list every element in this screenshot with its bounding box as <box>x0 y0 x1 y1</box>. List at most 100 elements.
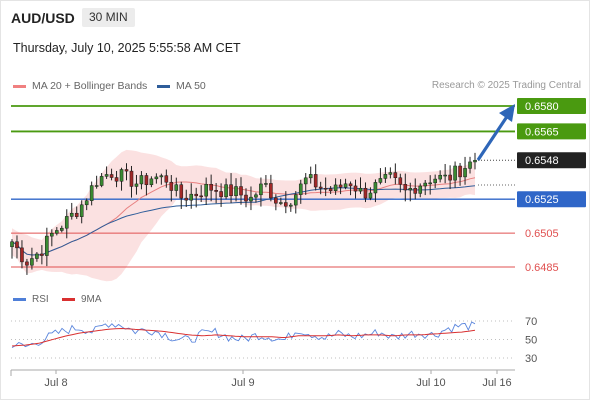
time-label: Jul 9 <box>231 377 254 389</box>
candle-down <box>393 172 398 179</box>
candle-down <box>284 202 288 207</box>
candle-down <box>25 261 29 266</box>
timeframe-badge[interactable]: 30 MIN <box>82 8 135 27</box>
candle-up <box>234 186 238 197</box>
candle-down <box>338 184 343 188</box>
candle-up <box>119 169 124 182</box>
candle-down <box>124 169 129 172</box>
candle-down <box>239 186 243 196</box>
candle-up <box>50 233 54 237</box>
candle-up <box>249 196 253 202</box>
candle-down <box>144 175 149 186</box>
rsi-9ma-line <box>11 327 476 347</box>
candle-up <box>189 193 194 201</box>
candle-down <box>74 212 79 217</box>
price-label-bg <box>517 98 586 114</box>
candle-up <box>10 241 14 248</box>
symbol-title: AUD/USD <box>11 10 75 26</box>
candle-up <box>303 177 308 185</box>
candle-up <box>134 183 139 187</box>
candle-down <box>169 181 174 191</box>
price-label-0.6565: 0.6565 <box>525 126 559 138</box>
bollinger-bands <box>12 149 475 282</box>
candle-down <box>199 195 203 198</box>
legend-rsi-label: RSI <box>32 294 49 305</box>
candle-up <box>368 192 373 199</box>
rsi-tick-30: 30 <box>525 353 537 365</box>
legend-rsi: RSI <box>13 294 49 305</box>
candle-down <box>313 174 318 188</box>
candle-up <box>463 168 467 178</box>
candle-up <box>224 184 228 198</box>
candle-up <box>473 159 477 163</box>
legend-ma50-label: MA 50 <box>176 80 206 92</box>
candle-down <box>194 193 198 197</box>
candle-down <box>20 247 24 263</box>
candle-down <box>114 177 119 182</box>
candle-down <box>353 185 358 192</box>
price-label-bg <box>517 191 586 208</box>
candle-down <box>229 184 233 197</box>
candle-up <box>159 175 164 178</box>
datetime-label: Thursday, July 10, 2025 5:55:58 AM CET <box>13 41 241 55</box>
candle-down <box>398 177 403 185</box>
candle-up <box>418 185 423 194</box>
projection-arrow-shaft <box>476 114 510 161</box>
candle-up <box>468 161 472 169</box>
price-label-0.6485: 0.6485 <box>525 262 559 274</box>
candle-down <box>179 184 184 199</box>
candle-up <box>408 188 413 191</box>
price-label-0.6525: 0.6525 <box>525 194 559 206</box>
candle-down <box>15 241 19 249</box>
candle-up <box>293 194 298 206</box>
candle-down <box>458 165 462 178</box>
projection-arrow-head <box>499 104 515 122</box>
candle-up <box>45 235 49 256</box>
candle-down <box>413 188 418 194</box>
ma9-swatch <box>62 298 75 301</box>
candle-up <box>35 253 39 259</box>
price-label-bg <box>517 123 586 140</box>
candle-up <box>438 174 442 180</box>
candle-up <box>99 176 104 186</box>
candle-up <box>30 258 34 266</box>
candle-up <box>64 216 69 229</box>
candle-down <box>129 170 134 187</box>
candle-up <box>428 182 432 185</box>
candle-up <box>69 212 74 217</box>
ma50-line <box>11 185 476 256</box>
candle-up <box>358 187 363 192</box>
candle-up <box>388 172 393 175</box>
candle-up <box>433 178 437 184</box>
candle-up <box>378 178 383 183</box>
price-label-0.6580: 0.6580 <box>525 101 559 113</box>
price-label-0.6548: 0.6548 <box>525 155 559 167</box>
candle-down <box>328 188 333 191</box>
candle-up <box>264 183 268 185</box>
candle-up <box>343 183 348 188</box>
price-label-bg <box>517 152 586 169</box>
candle-up <box>333 184 338 191</box>
candle-up <box>254 194 258 198</box>
candle-down <box>214 190 218 192</box>
candle-down <box>274 197 278 204</box>
candle-down <box>184 197 189 201</box>
candle-up <box>174 184 179 191</box>
candle-up <box>443 174 447 177</box>
legend-ma20-label: MA 20 + Bollinger Bands <box>32 80 148 92</box>
candle-up <box>79 204 84 217</box>
rsi-tick-70: 70 <box>525 316 537 328</box>
candle-up <box>289 204 293 207</box>
candle-up <box>89 185 94 201</box>
candle-up <box>204 184 208 197</box>
candle-down <box>318 186 323 189</box>
candle-up <box>104 174 109 177</box>
candle-down <box>323 188 328 190</box>
candle-up <box>149 178 154 186</box>
candle-up <box>84 200 89 206</box>
candle-up <box>383 174 388 179</box>
legend-ma20: MA 20 + Bollinger Bands <box>13 80 147 92</box>
candle-up <box>59 227 64 231</box>
candle-up <box>279 202 283 204</box>
